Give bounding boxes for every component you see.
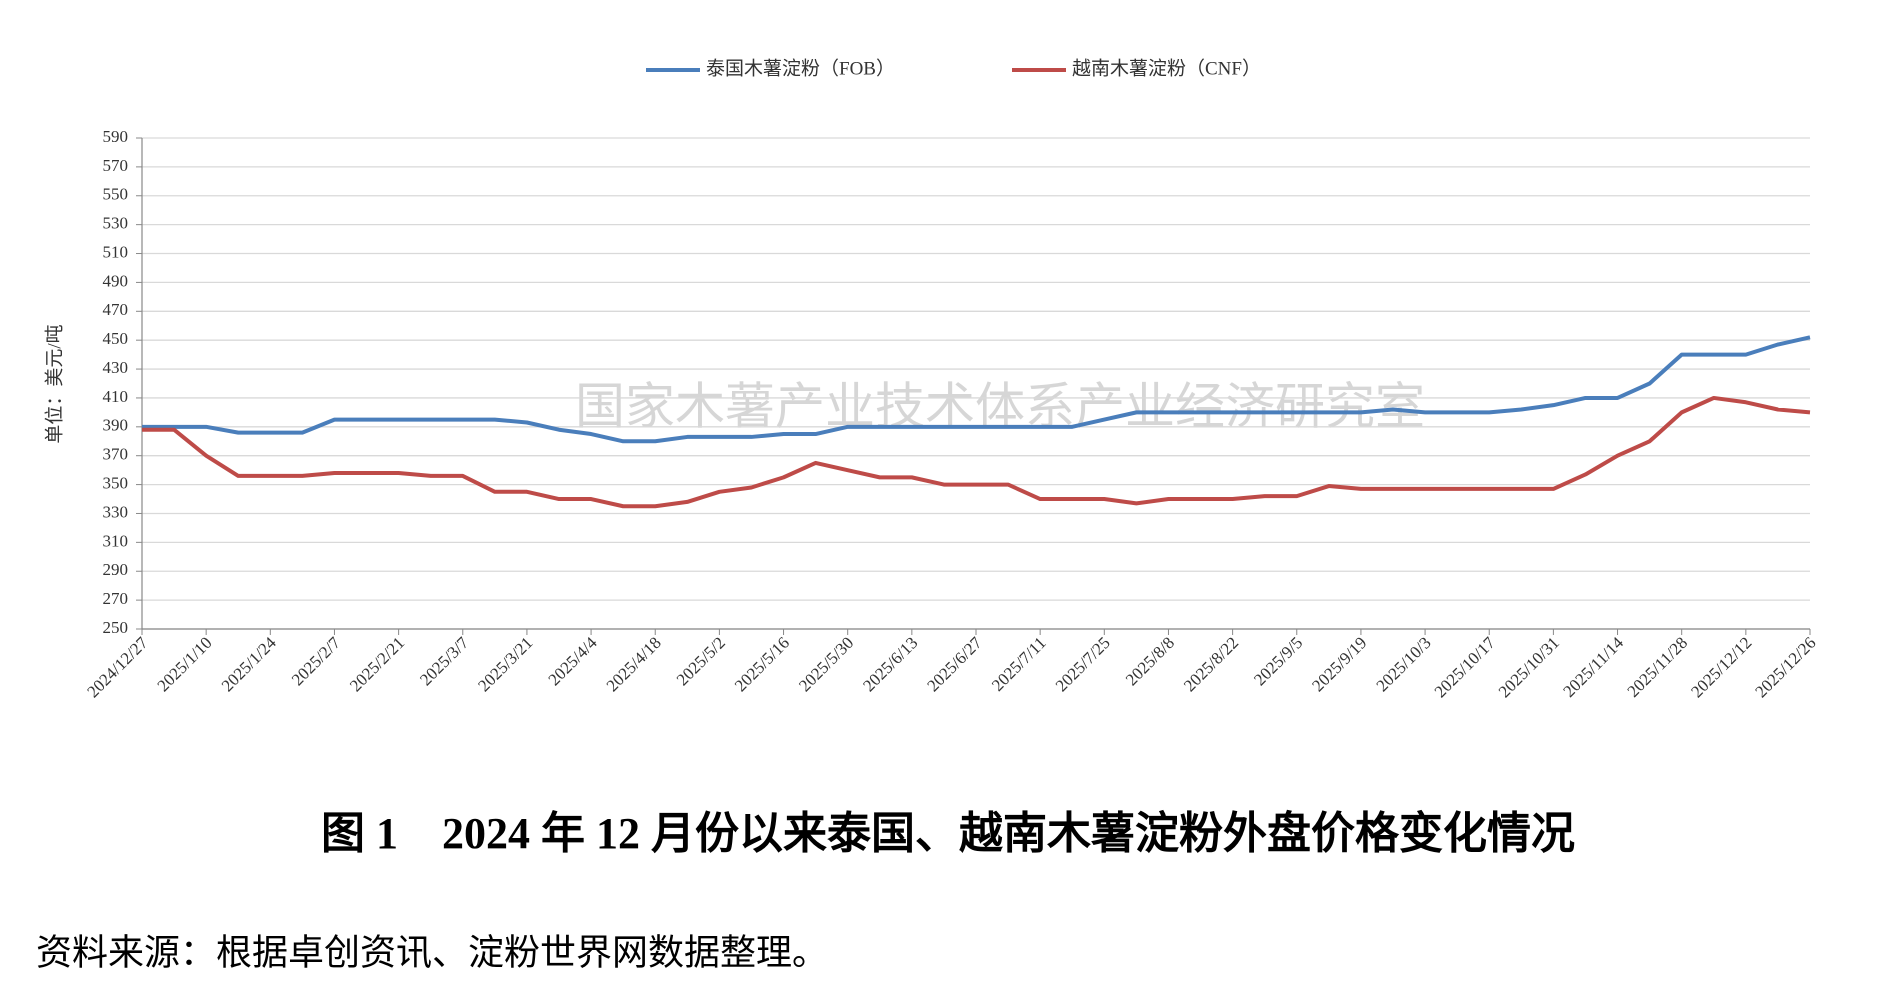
y-tick-label: 550: [103, 185, 129, 204]
x-tick-label: 2025/8/8: [1122, 633, 1178, 689]
y-tick-label: 370: [103, 445, 129, 464]
y-tick-label: 290: [103, 560, 129, 579]
x-tick-label: 2025/5/30: [795, 633, 857, 695]
y-tick-label: 510: [103, 242, 129, 261]
x-tick-label: 2025/3/7: [416, 633, 473, 690]
y-tick-label: 270: [103, 589, 129, 608]
y-tick-label: 490: [103, 271, 129, 290]
x-tick-label: 2025/1/24: [218, 633, 281, 696]
x-tick-label: 2025/5/16: [731, 633, 793, 695]
source-note: 资料来源：根据卓创资讯、淀粉世界网数据整理。: [36, 932, 828, 972]
x-tick-label: 2025/11/28: [1624, 633, 1692, 701]
x-tick-label: 2025/10/17: [1431, 633, 1500, 702]
y-tick-label: 350: [103, 473, 129, 492]
y-axis-label: 单位：美元/吨: [43, 324, 65, 443]
x-tick-label: 2025/11/14: [1559, 633, 1627, 701]
x-tick-label: 2025/2/7: [288, 633, 345, 690]
y-tick-label: 570: [103, 156, 129, 175]
x-tick-label: 2025/4/18: [603, 633, 665, 695]
legend-label: 越南木薯淀粉（CNF）: [1072, 57, 1261, 79]
y-tick-label: 410: [103, 387, 129, 406]
y-tick-label: 450: [103, 329, 129, 348]
line-series: [142, 335, 1811, 444]
x-tick-label: 2025/9/19: [1308, 633, 1370, 695]
x-tick-label: 2025/8/22: [1180, 633, 1242, 695]
y-tick-label: 470: [103, 300, 129, 319]
y-tick-label: 250: [103, 618, 129, 637]
x-tick-label: 2025/12/26: [1751, 633, 1819, 701]
y-tick-label: 530: [103, 214, 129, 233]
x-tick-label: 2025/5/2: [673, 633, 729, 689]
y-tick-label: 330: [103, 502, 129, 521]
y-tick-label: 390: [103, 416, 129, 435]
x-tick-label: 2025/7/11: [988, 633, 1050, 695]
x-tick-label: 2025/6/27: [923, 633, 986, 696]
y-tick-label: 430: [103, 358, 129, 377]
x-tick-label: 2025/7/25: [1052, 633, 1114, 695]
x-tick-label: 2025/1/10: [154, 633, 216, 695]
caption: 图 1 2024 年 12 月份以来泰国、越南木薯淀粉外盘价格变化情况: [321, 809, 1575, 858]
x-tick-label: 2025/9/5: [1250, 633, 1306, 689]
x-tick-label: 2025/4/4: [544, 633, 601, 690]
y-tick-label: 590: [103, 127, 129, 146]
x-tick-label: 2025/6/13: [859, 633, 921, 695]
x-tick-label: 2025/10/31: [1495, 633, 1563, 701]
y-tick-label: 310: [103, 531, 129, 550]
x-tick-label: 2025/3/21: [474, 633, 536, 695]
line-series: [142, 395, 1811, 509]
x-tick-label: 2025/10/3: [1372, 633, 1434, 695]
x-tick-label: 2025/2/21: [346, 633, 408, 695]
x-tick-label: 2025/12/12: [1687, 633, 1755, 701]
x-tick-label: 2024/12/27: [83, 633, 152, 702]
legend-label: 泰国木薯淀粉（FOB）: [706, 57, 895, 79]
